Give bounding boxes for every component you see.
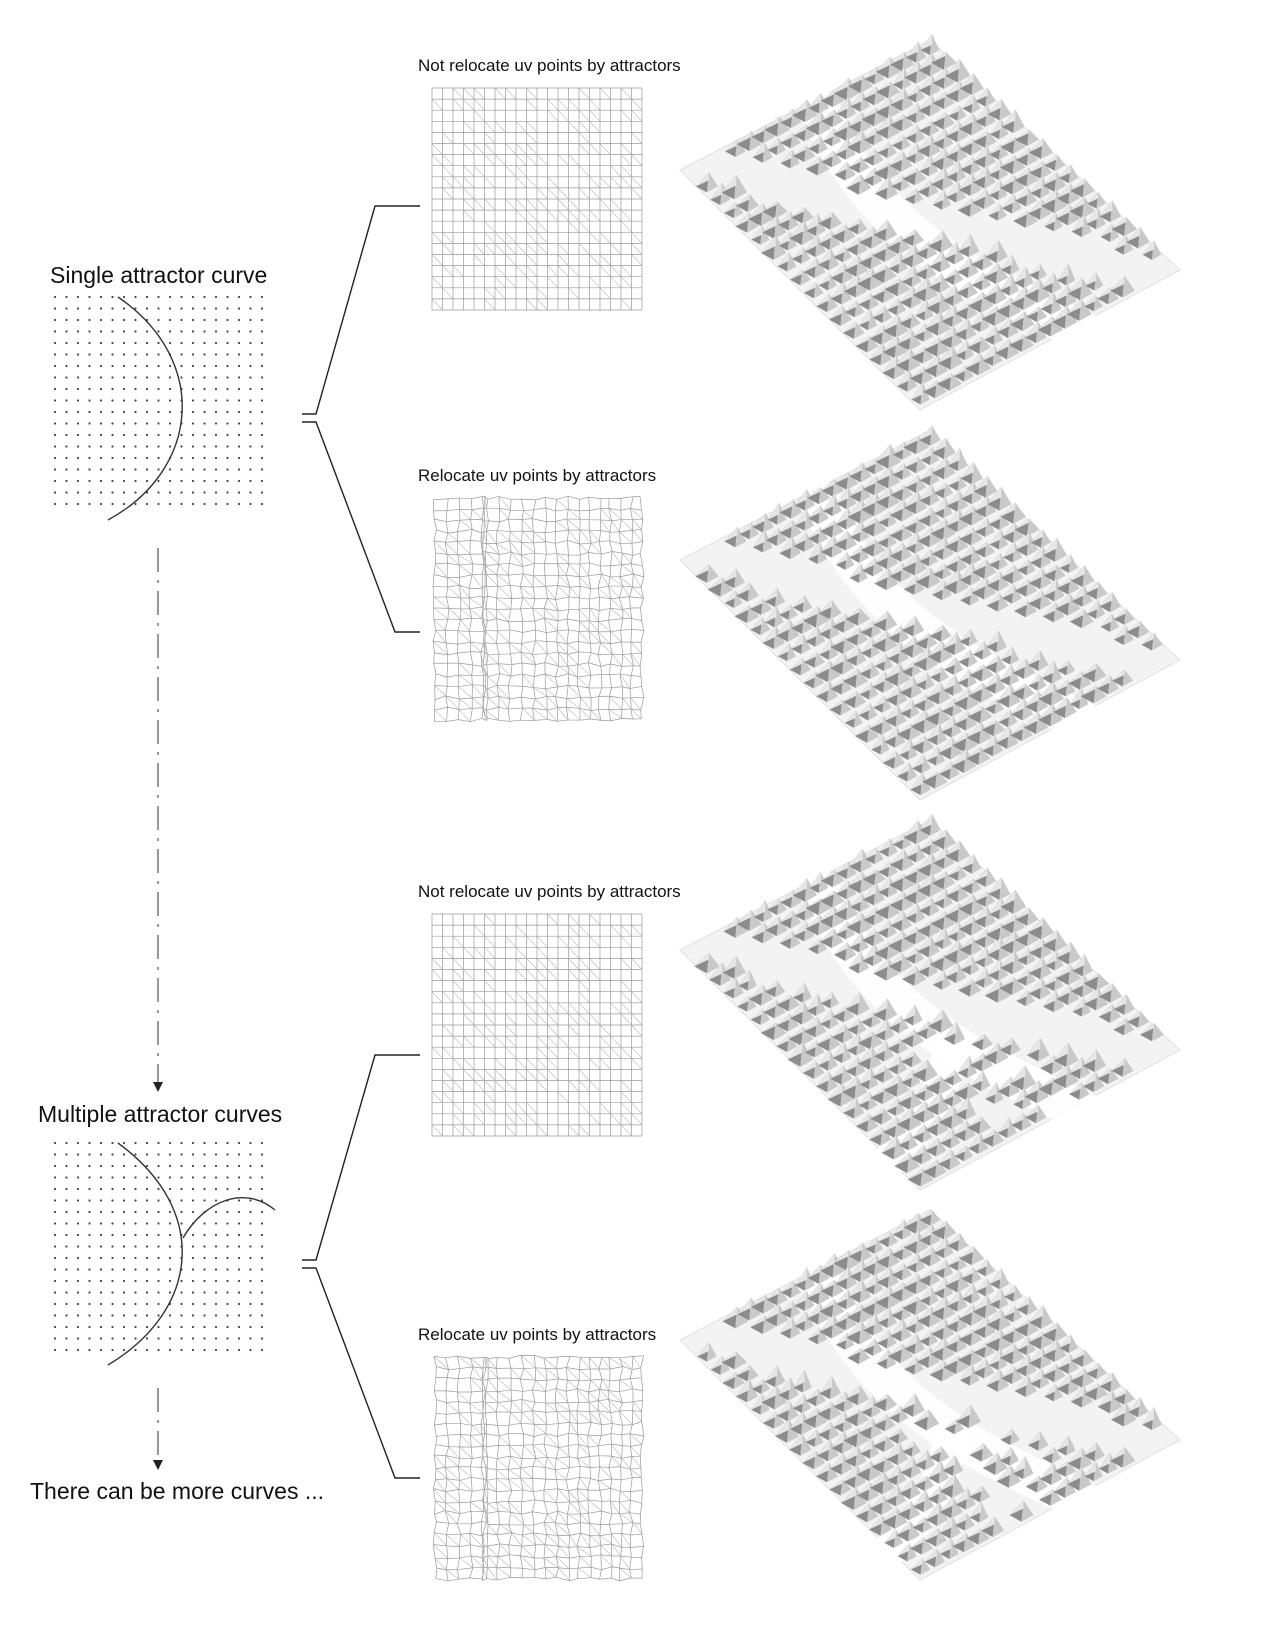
attractor-curve-multiple-a — [107, 1142, 183, 1366]
point-grid-single — [53, 295, 264, 506]
surface-render-3 — [679, 813, 1181, 1191]
bottom-grid-label-2: Relocate uv points by attractors — [418, 1325, 657, 1344]
uv-grid-not-relocated-2 — [431, 913, 643, 1137]
surface-render-1 — [679, 34, 1181, 411]
dashed-arrow-2 — [153, 1388, 163, 1470]
attractor-curve-multiple-b — [182, 1197, 276, 1239]
single-attractor-label: Single attractor curve — [50, 262, 268, 288]
multiple-attractor-label: Multiple attractor curves — [38, 1101, 283, 1127]
surface-render-2 — [679, 425, 1181, 801]
surface-render-4 — [679, 1209, 1181, 1581]
uv-grid-relocated-2 — [432, 1354, 645, 1582]
point-grid-multiple — [53, 1141, 264, 1352]
attractor-curve-single — [107, 296, 183, 521]
uv-grid-not-relocated-1 — [431, 87, 643, 311]
more-curves-label: There can be more curves ... — [30, 1478, 325, 1504]
branch-bracket-2 — [302, 1054, 420, 1479]
branch-bracket-1 — [302, 205, 420, 633]
dashed-arrow-1 — [153, 548, 163, 1092]
top-grid-label-1: Not relocate uv points by attractors — [418, 56, 681, 75]
top-grid-label-2: Not relocate uv points by attractors — [418, 882, 681, 901]
uv-grid-relocated-1 — [432, 495, 645, 723]
bottom-grid-label-1: Relocate uv points by attractors — [418, 466, 657, 485]
